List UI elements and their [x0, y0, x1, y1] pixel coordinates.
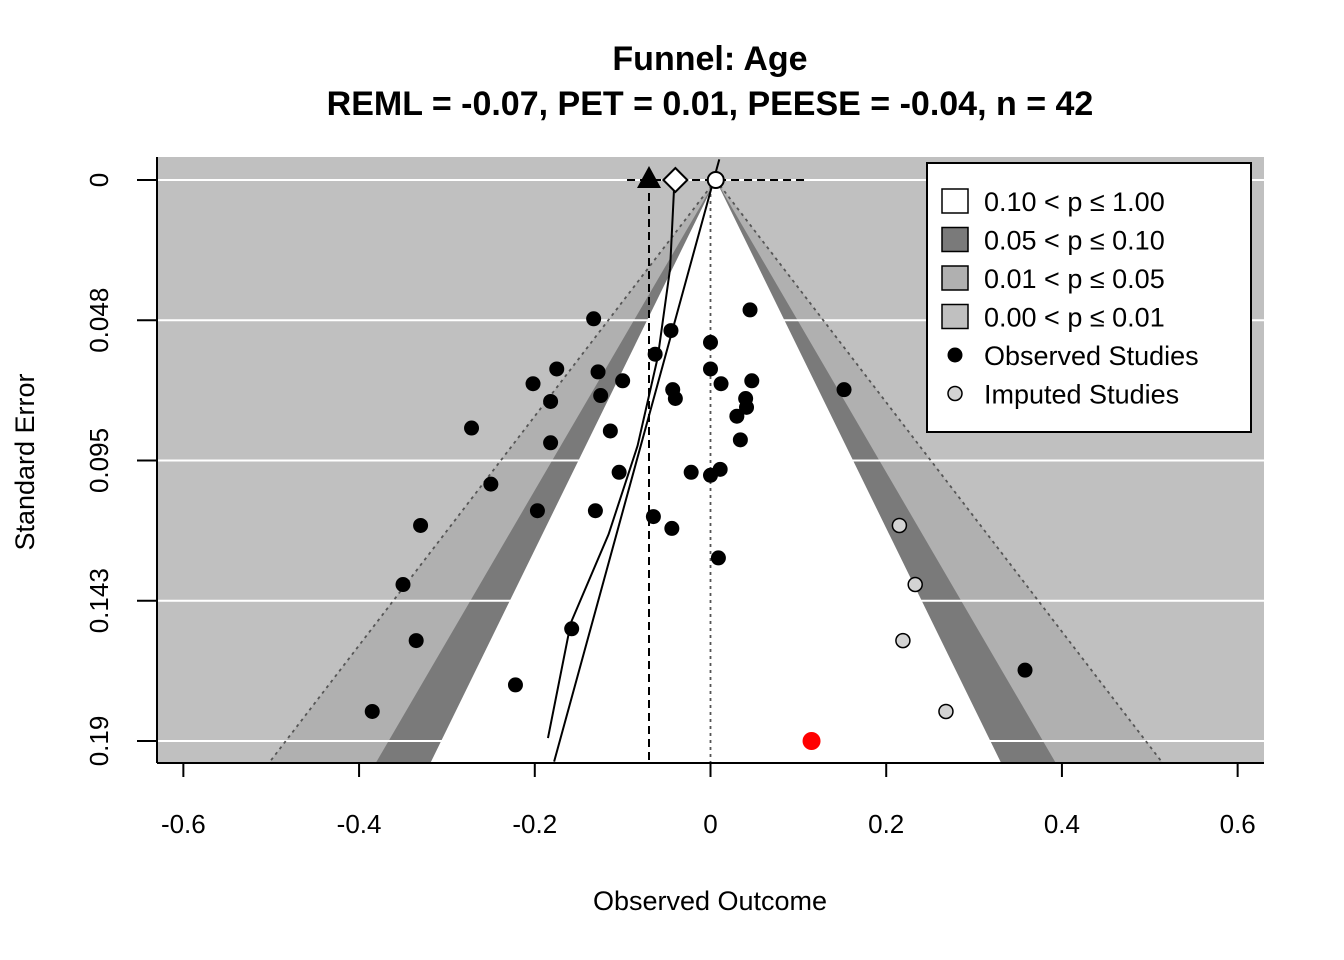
- imputed-studies-point-2: [895, 632, 911, 649]
- imputed-studies-point-1: [907, 576, 923, 593]
- observed-studies-point-18: [729, 408, 745, 424]
- legend-label-2: 0.01 < p ≤ 0.05: [984, 264, 1165, 294]
- x-tick-label-4: 0.2: [868, 809, 904, 839]
- legend-label-0: 0.10 < p ≤ 1.00: [984, 187, 1165, 217]
- observed-studies-point-19: [464, 420, 480, 436]
- legend-marker-5: [947, 385, 963, 402]
- legend-label-5: Imputed Studies: [984, 380, 1179, 410]
- observed-studies-point-7: [525, 376, 541, 392]
- observed-studies-point-34: [395, 577, 411, 593]
- axes: -0.6 -0.4 -0.2 0 0.2 0.4 0.6 0 0.048 0.095 0.143 0.…: [84, 157, 1264, 839]
- pet-circle-marker: [706, 171, 725, 189]
- x-tick-label-3: 0: [703, 809, 717, 839]
- y-tick-label-2: 0.095: [84, 428, 114, 493]
- imputed-studies-point-0: [891, 517, 908, 534]
- observed-studies-point-11: [744, 373, 760, 389]
- y-axis-label: Standard Error: [10, 373, 40, 550]
- observed-studies-point-31: [664, 520, 680, 536]
- legend-label-3: 0.00 < p ≤ 0.01: [984, 303, 1165, 333]
- observed-studies-point-30: [645, 509, 661, 525]
- observed-studies-point-26: [611, 464, 627, 480]
- observed-studies-point-35: [564, 621, 580, 637]
- observed-studies-point-3: [742, 302, 758, 318]
- imputed-studies-point-3: [938, 703, 954, 720]
- observed-studies-point-25: [703, 467, 718, 483]
- legend-marker-4: [947, 347, 963, 363]
- legend-label-4: Observed Studies: [984, 341, 1199, 371]
- observed-studies-point-21: [543, 435, 559, 451]
- observed-studies-point-40: [1017, 662, 1033, 678]
- observed-studies-point-17: [739, 399, 755, 415]
- observed-studies-point-13: [593, 388, 609, 404]
- observed-studies-point-23: [683, 464, 699, 480]
- x-axis-label: Observed Outcome: [593, 886, 827, 916]
- legend-swatch-0: [941, 188, 969, 214]
- y-tick-label-1: 0.048: [84, 288, 114, 353]
- x-tick-label-6: 0.6: [1220, 809, 1256, 839]
- observed-studies-point-9: [703, 361, 718, 377]
- observed-studies-point-8: [615, 373, 631, 389]
- x-tick-label-0: -0.6: [161, 809, 206, 839]
- observed-studies-point-4: [647, 346, 663, 362]
- y-tick-label-0: 0: [84, 173, 114, 187]
- observed-studies-point-20: [602, 423, 618, 439]
- observed-studies-point-0: [586, 311, 602, 327]
- observed-studies-point-22: [732, 432, 748, 448]
- observed-studies-point-36: [408, 633, 424, 649]
- reml-triangle-marker: [637, 166, 661, 188]
- legend-box: [926, 162, 1252, 433]
- x-tick-label-5: 0.4: [1044, 809, 1080, 839]
- observed-studies-point-29: [587, 503, 603, 519]
- y-tick-label-3: 0.143: [84, 568, 114, 633]
- peese-diamond-marker: [661, 166, 689, 194]
- observed-studies-point-10: [713, 376, 729, 392]
- observed-studies-point-5: [549, 361, 565, 377]
- x-tick-label-1: -0.4: [337, 809, 382, 839]
- chart-subtitle: REML = -0.07, PET = 0.01, PEESE = -0.04,…: [327, 85, 1094, 123]
- observed-studies-point-2: [703, 334, 718, 350]
- observed-studies-point-37: [507, 677, 523, 693]
- legend-swatch-1: [941, 226, 969, 253]
- x-tick-label-2: -0.2: [512, 809, 557, 839]
- observed-studies-point-33: [710, 550, 726, 566]
- observed-studies-point-27: [483, 476, 499, 492]
- observed-studies-point-14: [543, 393, 559, 409]
- highlighted-study-point-0: [802, 732, 821, 750]
- observed-studies-point-38: [364, 703, 380, 719]
- observed-studies-point-1: [663, 323, 679, 339]
- legend-label-1: 0.05 < p ≤ 0.10: [984, 226, 1165, 256]
- observed-studies-point-6: [590, 364, 606, 380]
- pet-regression-line: [553, 159, 721, 762]
- observed-studies-point-39: [836, 382, 852, 398]
- chart-title: Funnel: Age: [612, 40, 807, 78]
- observed-studies-point-15: [667, 390, 683, 406]
- legend-swatch-2: [941, 265, 969, 291]
- y-tick-label-4: 0.19: [84, 716, 114, 767]
- legend-swatch-3: [941, 303, 969, 330]
- legend: 0.10 < p ≤ 1.00 0.05 < p ≤ 0.10 0.01 < p ≤…: [926, 162, 1252, 433]
- observed-studies-point-28: [529, 503, 545, 519]
- observed-studies-point-32: [413, 517, 429, 533]
